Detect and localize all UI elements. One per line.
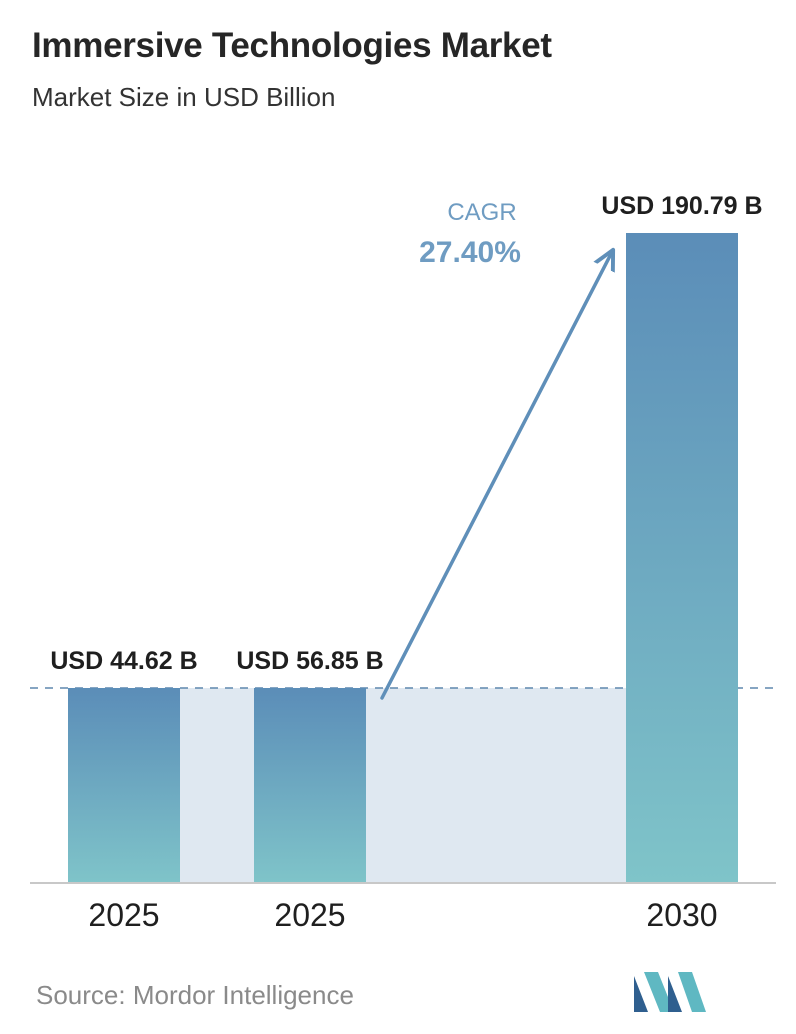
mordor-intelligence-logo-icon [634,972,706,1012]
bar-2025-1 [254,688,366,883]
bar-value-label: USD 56.85 B [236,647,383,675]
cagr-label: CAGR [447,199,516,226]
x-tick-label: 2025 [88,897,159,933]
bar-2030-2 [626,233,738,883]
chart-subtitle: Market Size in USD Billion [32,82,336,112]
x-tick-label: 2030 [646,897,717,933]
bar-value-label: USD 190.79 B [601,192,762,220]
bar-2025-0 [68,688,180,883]
cagr-value: 27.40% [419,236,521,269]
cagr-arrow [380,252,612,700]
x-tick-label: 2025 [274,897,345,933]
chart-title: Immersive Technologies Market [32,26,552,65]
bar-value-label: USD 44.62 B [50,647,197,675]
source-note: Source: Mordor Intelligence [36,980,354,1010]
